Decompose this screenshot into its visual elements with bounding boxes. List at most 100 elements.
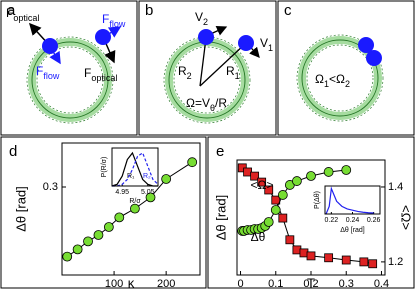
panel-letter: b: [145, 2, 153, 19]
x-tick-label: 0.3: [339, 278, 354, 289]
label-subscript: optical: [13, 13, 39, 23]
annotation: <Ω>: [251, 178, 274, 192]
label-text: <Ω: [329, 72, 345, 86]
label-subscript: optical: [91, 73, 117, 83]
axes-frame: [324, 185, 381, 215]
x-tick-label: 0.22: [325, 217, 339, 224]
series-label: R₂: [143, 173, 151, 180]
label-subscript: 1: [324, 79, 329, 89]
panel-frame: [138, 0, 277, 136]
label-subscript: 1: [235, 71, 240, 81]
series-label: R₁: [127, 173, 135, 180]
x-axis-label: R/σ: [129, 198, 141, 205]
diagram-label: V2: [195, 10, 208, 27]
flow-arrow: [49, 49, 61, 65]
radius-line: [199, 43, 246, 87]
label-text: Ω=V: [186, 96, 210, 110]
diagram-label: Fflow: [102, 12, 126, 29]
x-tick-label: 0: [237, 278, 243, 289]
data-point: [103, 222, 114, 232]
inset-chart: 4.95 5.05R/σ P(R/σ) R₁ R₂: [101, 147, 159, 205]
x-tick-label: 0.4: [374, 278, 389, 289]
label-text: R: [178, 64, 187, 78]
label-text: R: [226, 64, 235, 78]
x-axis-label: T: [307, 275, 315, 289]
data-point: [93, 230, 104, 240]
label-text: Ω: [315, 72, 324, 86]
label-subscript: flow: [43, 71, 60, 81]
label-subscript: 2: [203, 17, 208, 27]
panel-frame: [207, 136, 415, 289]
diagram-label: Fflow: [36, 64, 60, 81]
particle: [358, 37, 374, 53]
data-point: [324, 253, 334, 263]
data-point: [130, 203, 140, 214]
series-line: [112, 152, 159, 187]
x-tick-label: 0.26: [367, 217, 381, 224]
diagram-label: V1: [260, 36, 273, 53]
series-line: [66, 161, 193, 258]
data-point: [62, 251, 73, 262]
y-axis-label: Δθ [rad]: [13, 186, 28, 232]
label-subscript: 2: [345, 79, 350, 89]
flow-arrow: [103, 26, 122, 38]
series-line: [325, 186, 374, 215]
data-point: [285, 235, 295, 245]
data-point: [264, 185, 274, 195]
particle: [198, 29, 214, 45]
particle: [95, 29, 111, 45]
panel-frame: [0, 136, 207, 289]
y2-axis-label: <Ω>: [399, 205, 414, 230]
label-subscript: θ: [210, 103, 215, 113]
diagram-label: Ω1<Ω2: [315, 72, 350, 89]
data-point: [257, 177, 267, 187]
label-text: /R: [215, 96, 227, 110]
annotation: Δθ: [251, 230, 266, 244]
panel-letter: a: [7, 2, 16, 19]
radius-line: [199, 37, 207, 87]
x-tick-label: 0.24: [346, 217, 360, 224]
inset-background: [112, 148, 158, 186]
diagram-label: Ω=Vθ/R: [186, 96, 227, 113]
y-axis-label: P(Δθ): [314, 191, 321, 209]
particle: [42, 38, 58, 54]
data-point: [271, 195, 281, 205]
y-axis-label: P(R/σ): [101, 157, 108, 178]
data-point: [278, 213, 288, 223]
data-point: [323, 167, 334, 177]
data-point: [114, 212, 125, 223]
x-axis-label: κ: [128, 275, 135, 289]
y-tick-label: 0.3: [43, 181, 58, 193]
data-point: [306, 171, 316, 181]
diagram-label: R1: [226, 64, 240, 81]
x-tick-label: 4.95: [115, 189, 129, 196]
label-text: V: [195, 10, 203, 24]
x-tick-label: 0.1: [268, 278, 283, 289]
chart: d 100 200 0.3 κ Δθ [rad]: [9, 142, 201, 289]
axes-frame: [111, 147, 159, 187]
x-axis-label: Δθ [rad]: [340, 227, 365, 234]
data-point: [368, 259, 378, 269]
label-subscript: flow: [109, 19, 126, 29]
label-text: F: [6, 6, 13, 20]
data-point: [263, 217, 274, 227]
panel-frame: [0, 0, 138, 136]
data-point: [250, 171, 260, 181]
panel-letter: c: [284, 2, 292, 19]
label-text: V: [260, 36, 268, 50]
panel-letter: e: [216, 143, 224, 160]
label-text: F: [84, 66, 91, 80]
data-point: [145, 192, 156, 203]
data-point: [72, 244, 83, 255]
data-point: [83, 236, 93, 247]
diagram-label: Foptical: [6, 6, 39, 23]
axes-frame: [61, 142, 201, 276]
panel-letter: d: [9, 143, 17, 160]
data-point: [306, 251, 316, 261]
data-point: [341, 255, 351, 265]
y-axis-label: Δθ [rad]: [213, 195, 228, 241]
panel-frame: [277, 0, 415, 136]
